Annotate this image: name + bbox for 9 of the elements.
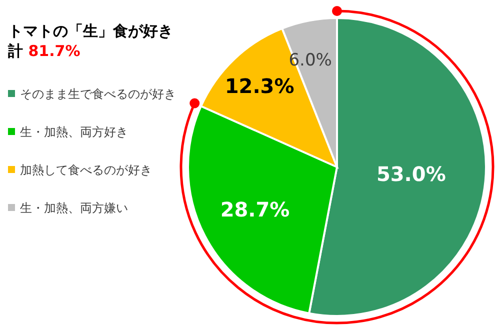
legend-label: そのまま生で食べるのが好き [20,87,176,101]
legend-label: 生・加熱、両方好き [20,125,128,139]
legend-label: 生・加熱、両方嫌い [20,201,128,215]
data-label: 53.0% [376,162,446,186]
data-label: 28.7% [220,198,290,222]
chart-title: トマトの「生」食が好き [8,22,173,40]
legend-label: 加熱して食べるのが好き [20,163,152,177]
data-label: 12.3% [224,74,294,98]
text: 計 81.7% [7,42,80,60]
